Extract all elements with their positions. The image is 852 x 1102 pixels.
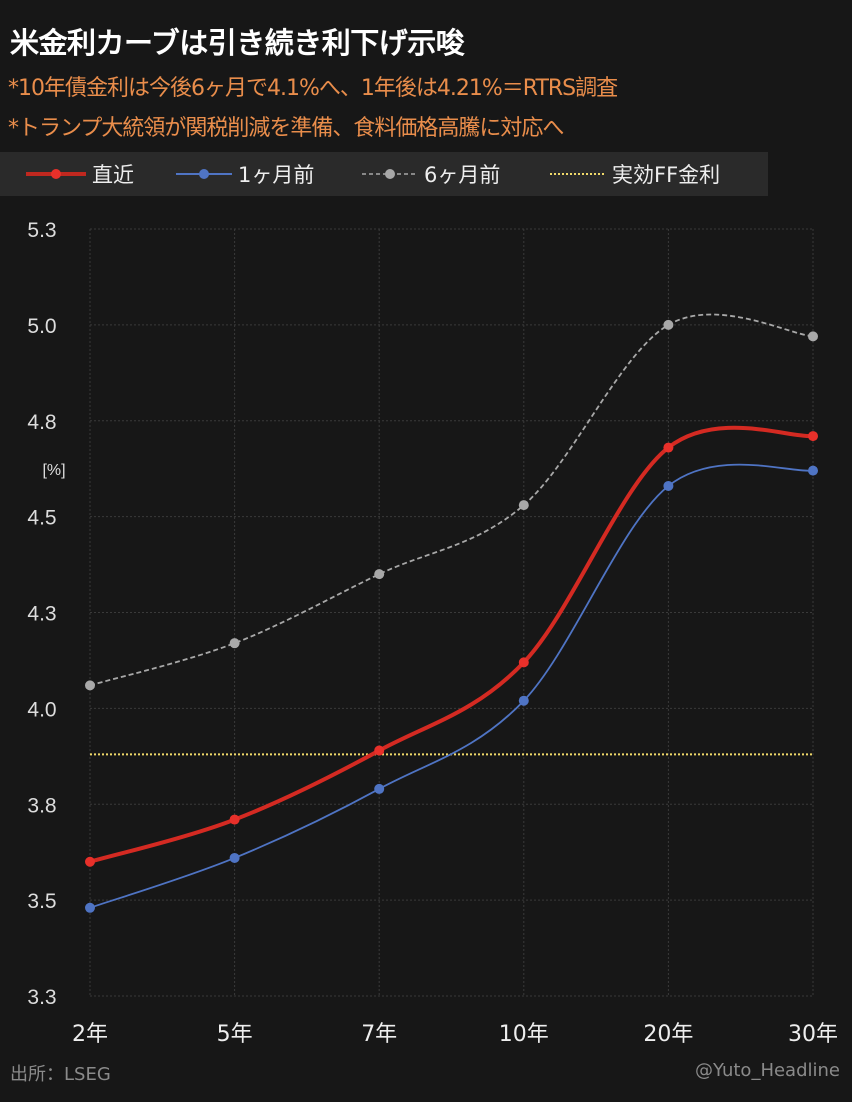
legend-item-6m: 6ヶ月前: [362, 152, 500, 196]
y-axis-label: [%]: [42, 462, 65, 479]
legend-label: 実効FF金利: [612, 163, 721, 187]
x-tick-label: 5年: [217, 1022, 253, 1047]
x-tick-label: 20年: [643, 1022, 693, 1047]
x-tick-label: 30年: [788, 1022, 838, 1047]
legend: 直近 1ヶ月前 6ヶ月前 実効FF金利: [0, 152, 768, 196]
y-tick-label: 4.0: [27, 698, 56, 721]
y-tick-label: 5.0: [27, 315, 56, 338]
y-tick-label: 5.3: [27, 219, 56, 242]
legend-label: 1ヶ月前: [238, 163, 315, 187]
x-tick-label: 10年: [499, 1022, 549, 1047]
subtitle-2: *トランプ大統領が関税削減を準備、食料価格高騰に対応へ: [8, 116, 564, 141]
data-point-0: [374, 745, 385, 756]
legend-item-1m: 1ヶ月前: [176, 152, 314, 196]
y-tick-label: 4.3: [27, 603, 56, 626]
subtitle-1: *10年債金利は今後6ヶ月で4.1%へ、1年後は4.21%＝RTRS調査: [8, 76, 618, 101]
data-point-1: [518, 695, 529, 706]
y-tick-label: 4.8: [27, 411, 56, 434]
series-line-1: [89, 463, 814, 909]
line-chart: 3.3 3.5 3.8 4.0 4.3 4.5 4.8 5.0 5.3 [%] 2年 5年 7年 10年 2…: [27, 219, 838, 1047]
legend-item-ff: 実効FF金利: [550, 152, 720, 196]
y-tick-label: 3.5: [27, 890, 56, 913]
x-tick-label: 7年: [361, 1022, 397, 1047]
data-point-1: [374, 783, 385, 794]
data-point-0: [85, 856, 95, 867]
legend-marker-latest: [26, 169, 86, 179]
data-point-1: [229, 852, 240, 863]
legend-item-latest: 直近: [26, 152, 134, 196]
series-line-2: [89, 313, 814, 687]
legend-marker-6m: [362, 169, 418, 179]
data-point-0: [518, 657, 529, 668]
data-point-1: [663, 480, 674, 491]
data-point-2: [518, 500, 529, 511]
legend-label: 直近: [92, 163, 134, 187]
data-point-0: [663, 442, 674, 453]
chart-title: 米金利カーブは引き続き利下げ示唆: [10, 26, 465, 60]
data-point-1: [85, 902, 95, 913]
legend-marker-ff: [550, 173, 606, 175]
y-tick-label: 3.3: [27, 986, 56, 1009]
data-point-1: [808, 465, 818, 476]
data-point-2: [663, 319, 674, 330]
source-note: 出所：LSEG: [10, 1064, 111, 1085]
series-line-0: [89, 425, 814, 864]
data-point-0: [229, 814, 240, 825]
data-point-0: [808, 431, 818, 442]
data-point-2: [808, 331, 818, 342]
legend-marker-1m: [176, 169, 232, 179]
data-point-2: [85, 680, 95, 691]
legend-label: 6ヶ月前: [424, 163, 501, 187]
x-tick-label: 2年: [72, 1022, 108, 1047]
data-point-2: [374, 569, 385, 580]
y-tick-label: 4.5: [27, 507, 56, 530]
data-point-2: [229, 638, 240, 649]
y-tick-label: 3.8: [27, 794, 56, 817]
credit: @Yuto_Headline: [695, 1060, 840, 1081]
